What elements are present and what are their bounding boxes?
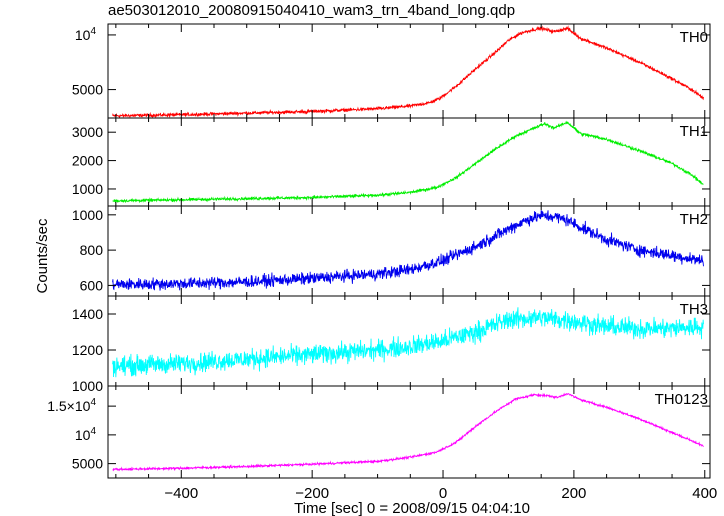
y-tick-label: 1000 [72,207,103,223]
series-line-th0123 [112,392,704,472]
panel-label-th3: TH3 [680,301,708,318]
y-tick-label: 1000 [72,181,103,197]
x-axis-label: Time [sec] 0 = 2008/09/15 04:04:10 [294,500,530,516]
panel-label-th1: TH1 [680,123,708,140]
y-tick-label: 2000 [72,153,103,169]
y-tick-label: 1.5×104 [47,397,96,414]
panel-th3: TH3 1000 1200 1400 [72,295,711,394]
x-axis: −400 −200 0 200 400 [164,485,717,502]
panel-label-th0: TH0 [680,29,708,46]
x-tick-label: 400 [692,485,717,502]
chart-title: ae503012010_20080915040410_wam3_trn_4ban… [108,2,516,19]
y-tick-label: 1400 [72,306,103,322]
panel-th1: TH1 1000 2000 3000 [72,117,711,207]
y-tick-label: 104 [75,426,97,443]
panel-frame [107,117,711,207]
x-tick-label: 0 [439,485,447,502]
series-line-th1 [112,120,704,204]
y-tick-label: 800 [80,242,104,258]
x-tick-label: −200 [295,485,329,502]
y-tick-label: 3000 [72,124,103,140]
panel-label-th0123: TH0123 [655,391,708,408]
panel-th0123: TH0123 5000 104 1.5×104 [47,385,711,479]
y-tick-label: 5000 [72,456,103,472]
series-line-th3 [112,307,704,378]
y-tick-label: 600 [80,277,104,293]
y-tick-label: 104 [75,26,97,43]
x-tick-label: −400 [164,485,198,502]
y-axis-label: Counts/sec [34,218,51,294]
y-tick-label: 5000 [72,82,103,98]
series-line-th0 [112,25,704,118]
y-tick-label: 1000 [72,378,103,394]
series-line-th2 [112,210,704,291]
panel-th2: TH2 600 800 1000 [72,205,711,297]
panel-th0: TH0 5000 104 [72,23,711,119]
panels-group: TH05000104TH1100020003000TH26008001000TH… [47,23,711,479]
panel-frame [107,23,711,119]
panel-frame [107,385,711,479]
y-tick-label: 1200 [72,342,103,358]
x-tick-label: 200 [561,485,586,502]
panel-label-th2: TH2 [680,211,708,228]
